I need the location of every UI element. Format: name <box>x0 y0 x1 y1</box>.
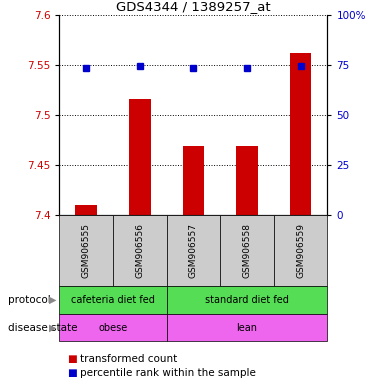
Text: GSM906556: GSM906556 <box>135 223 144 278</box>
Text: ▶: ▶ <box>49 323 56 333</box>
Text: ▶: ▶ <box>49 295 56 305</box>
Bar <box>290 53 311 215</box>
Text: standard diet fed: standard diet fed <box>205 295 289 305</box>
Text: lean: lean <box>237 323 257 333</box>
Text: cafeteria diet fed: cafeteria diet fed <box>71 295 155 305</box>
Text: obese: obese <box>98 323 128 333</box>
Text: percentile rank within the sample: percentile rank within the sample <box>80 368 256 378</box>
Text: GSM906559: GSM906559 <box>296 223 305 278</box>
Text: GSM906557: GSM906557 <box>189 223 198 278</box>
Text: ■: ■ <box>67 354 77 364</box>
Text: GSM906558: GSM906558 <box>242 223 252 278</box>
Text: protocol: protocol <box>8 295 51 305</box>
Bar <box>129 99 151 215</box>
Text: disease state: disease state <box>8 323 77 333</box>
Bar <box>75 205 97 215</box>
Text: ■: ■ <box>67 368 77 378</box>
Text: GSM906555: GSM906555 <box>82 223 91 278</box>
Bar <box>183 146 204 215</box>
Title: GDS4344 / 1389257_at: GDS4344 / 1389257_at <box>116 0 271 13</box>
Text: transformed count: transformed count <box>80 354 178 364</box>
Bar <box>236 146 258 215</box>
